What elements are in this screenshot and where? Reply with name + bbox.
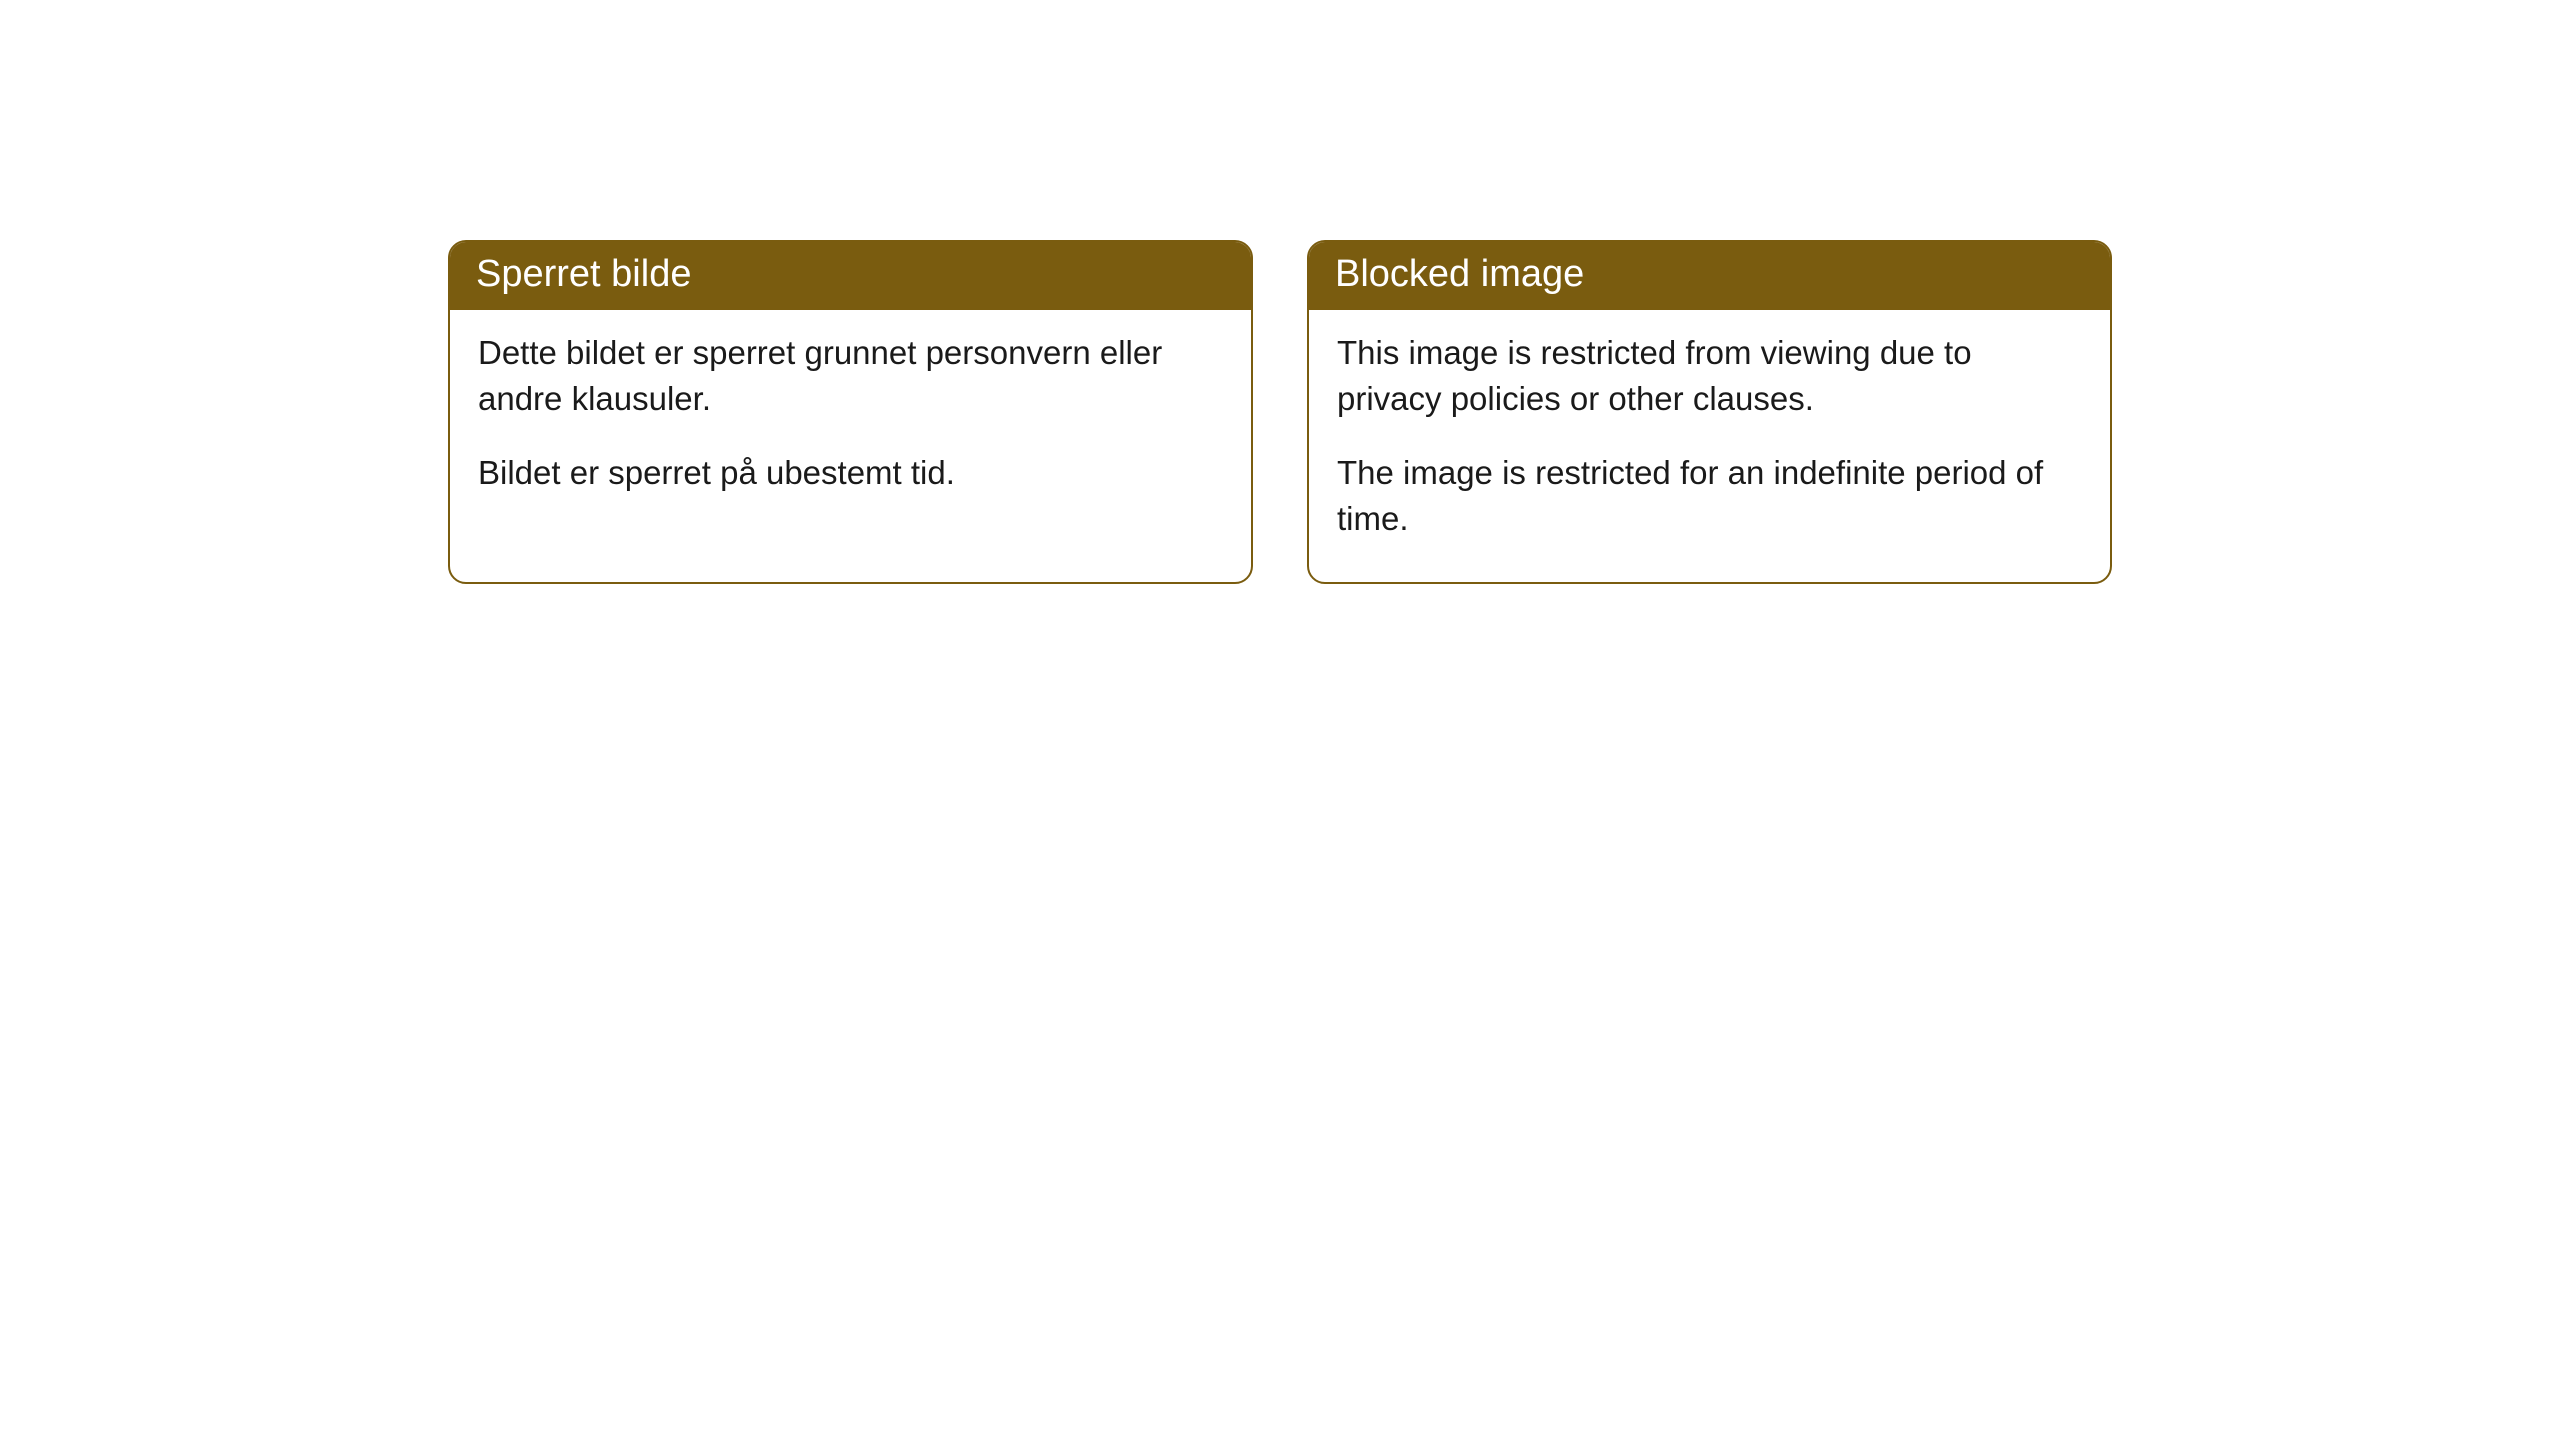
notice-paragraph: The image is restricted for an indefinit… (1337, 450, 2082, 542)
notice-card-norwegian: Sperret bilde Dette bildet er sperret gr… (448, 240, 1253, 584)
notice-card-body: This image is restricted from viewing du… (1309, 310, 2110, 583)
notice-paragraph: This image is restricted from viewing du… (1337, 330, 2082, 422)
notice-card-english: Blocked image This image is restricted f… (1307, 240, 2112, 584)
notice-container: Sperret bilde Dette bildet er sperret gr… (448, 240, 2112, 584)
notice-card-body: Dette bildet er sperret grunnet personve… (450, 310, 1251, 537)
notice-card-title: Sperret bilde (450, 242, 1251, 310)
notice-paragraph: Dette bildet er sperret grunnet personve… (478, 330, 1223, 422)
notice-paragraph: Bildet er sperret på ubestemt tid. (478, 450, 1223, 496)
notice-card-title: Blocked image (1309, 242, 2110, 310)
